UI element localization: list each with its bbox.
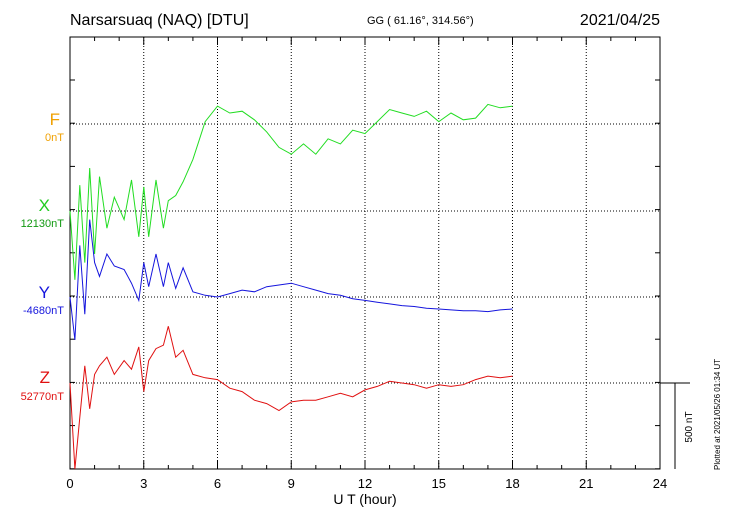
series-baseline-x: 12130nT — [20, 218, 64, 230]
series-name-y: Y — [38, 283, 50, 302]
series-line-x — [69, 103, 513, 280]
series-line-z — [69, 326, 513, 470]
x-tick-label: 6 — [214, 476, 221, 491]
x-tick-label: 0 — [66, 476, 73, 491]
station-title: Narsarsuaq (NAQ) [DTU] — [70, 12, 249, 29]
scale-bar-label: 500 nT — [684, 411, 695, 442]
x-tick-label: 18 — [505, 476, 519, 491]
series-name-z: Z — [39, 368, 50, 387]
series-line-y — [69, 219, 513, 341]
date-label: 2021/04/25 — [579, 12, 660, 29]
x-tick-labels: 0 3 6 9 12 15 18 21 24 — [66, 476, 667, 491]
series-name-f: F — [49, 110, 60, 129]
geographic-coordinates: GG ( 61.16°, 314.56°) — [367, 15, 474, 27]
x-tick-label: 12 — [358, 476, 372, 491]
series-lines — [69, 103, 513, 470]
series-baseline-f: 0nT — [45, 132, 64, 144]
axis-ticks — [69, 37, 661, 470]
series-baseline-z: 52770nT — [20, 391, 64, 403]
grid-lines — [70, 37, 660, 469]
x-tick-label: 15 — [432, 476, 446, 491]
x-tick-label: 21 — [579, 476, 593, 491]
plotted-timestamp: Plotted at 2021/05/26 01:34 UT — [713, 358, 722, 470]
x-tick-label: 3 — [140, 476, 147, 491]
x-tick-label: 24 — [653, 476, 667, 491]
x-tick-label: 9 — [288, 476, 295, 491]
series-baseline-y: -4680nT — [23, 305, 64, 317]
scale-bar: 500 nT — [660, 382, 695, 469]
x-axis-label: U T (hour) — [333, 491, 397, 507]
series-name-x: X — [38, 196, 50, 215]
